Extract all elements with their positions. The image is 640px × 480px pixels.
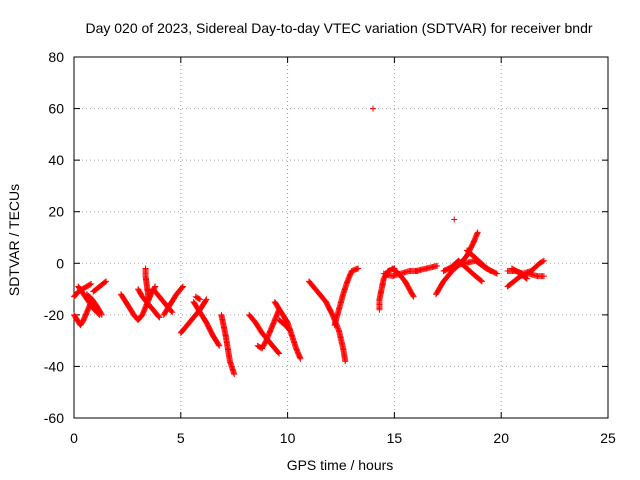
y-tick-label: -20 (44, 307, 64, 323)
data-point (98, 310, 105, 317)
data-point (179, 284, 186, 291)
data-point (87, 281, 94, 288)
plot-frame (73, 56, 609, 419)
data-point (355, 265, 362, 272)
data-point (169, 309, 176, 316)
data-point (257, 344, 264, 351)
data-point (197, 296, 204, 303)
data-point (493, 270, 500, 277)
data-point (179, 283, 186, 290)
data-points (71, 105, 547, 378)
data-point (434, 262, 441, 269)
y-tick-label: 60 (48, 101, 64, 117)
x-tick-label: 5 (177, 430, 185, 446)
y-axis-label: SDTVAR / TECUs (6, 184, 22, 296)
data-point (98, 311, 105, 318)
data-point (203, 296, 210, 303)
data-point (286, 326, 293, 333)
y-tick-label: 40 (48, 152, 64, 168)
data-point (155, 313, 162, 320)
y-tick-label: 0 (56, 255, 64, 271)
data-point (297, 355, 304, 362)
axis-ticks (73, 56, 609, 419)
data-point (539, 258, 546, 265)
data-point (202, 297, 209, 304)
x-tick-label: 0 (70, 430, 78, 446)
y-tick-labels: -60 -40 -20 0 20 40 60 80 (44, 49, 64, 426)
y-tick-label: 20 (48, 204, 64, 220)
data-point (522, 275, 529, 282)
data-point (195, 295, 202, 302)
data-point (410, 292, 417, 299)
x-tick-label: 20 (493, 430, 509, 446)
y-tick-label: 80 (48, 49, 64, 65)
data-point (286, 327, 293, 334)
data-point (231, 371, 238, 378)
x-tick-label: 10 (280, 430, 296, 446)
y-tick-label: -60 (44, 410, 64, 426)
data-point (276, 350, 283, 357)
data-point (370, 105, 377, 112)
data-point (451, 216, 458, 223)
data-point (540, 273, 547, 280)
data-point (478, 277, 485, 284)
data-point (275, 349, 282, 356)
x-tick-labels: 0 5 10 15 20 25 (70, 430, 616, 446)
data-point (486, 267, 493, 274)
data-point (342, 358, 349, 365)
data-point (478, 278, 485, 285)
grid (74, 57, 608, 418)
data-point (474, 229, 481, 236)
x-tick-label: 15 (387, 430, 403, 446)
data-point (540, 257, 547, 264)
data-point (216, 342, 223, 349)
chart-title: Day 020 of 2023, Sidereal Day-to-day VTE… (85, 20, 592, 36)
data-point (168, 308, 175, 315)
data-point (156, 314, 163, 321)
x-axis-label: GPS time / hours (287, 457, 394, 473)
data-point (103, 278, 110, 285)
data-point (102, 279, 109, 286)
data-point (88, 280, 95, 287)
data-point (215, 341, 222, 348)
data-point (523, 275, 530, 282)
x-tick-label: 25 (600, 430, 616, 446)
data-point (410, 293, 417, 300)
data-point (492, 270, 499, 277)
data-point (145, 296, 152, 303)
y-tick-label: -40 (44, 358, 64, 374)
data-point (258, 345, 265, 352)
data-point (487, 268, 494, 275)
